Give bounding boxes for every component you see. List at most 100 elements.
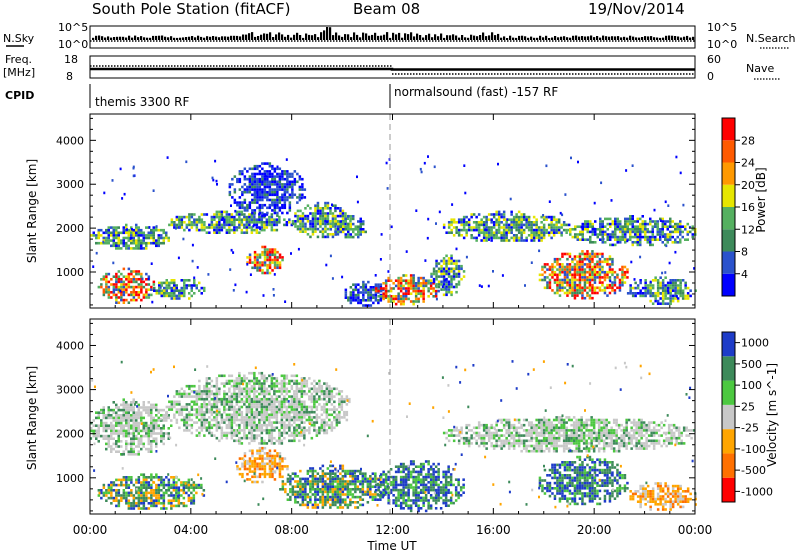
echo-cell (583, 276, 587, 279)
echo-cell (245, 290, 248, 294)
echo-cell (251, 462, 254, 466)
echo-cell (210, 403, 214, 406)
echo-cell (157, 228, 160, 232)
echo-cell (568, 252, 572, 256)
echo-cell (624, 233, 627, 236)
echo-cell (576, 283, 579, 287)
echo-cell (470, 236, 473, 240)
echo-cell (178, 413, 181, 417)
echo-cell (571, 260, 574, 264)
echo-cell (246, 209, 249, 212)
echo-cell (583, 270, 587, 274)
nsky-bar (284, 36, 287, 40)
echo-cell (273, 190, 277, 194)
echo-cell (102, 414, 105, 417)
echo-cell (624, 238, 627, 241)
echo-cell (316, 227, 320, 231)
echo-cell (119, 289, 122, 293)
echo-cell (115, 234, 118, 237)
nsky-bar (257, 36, 260, 40)
echo-cell (261, 193, 264, 197)
echo-cell (477, 213, 481, 216)
freq-label: Freq. (5, 53, 32, 66)
echo-cell (562, 223, 566, 227)
echo-cell (275, 223, 279, 227)
echo-cell (621, 270, 624, 274)
echo-cell (596, 273, 599, 277)
echo-cell (205, 379, 209, 383)
echo-cell (137, 239, 140, 242)
echo-cell (666, 297, 670, 300)
echo-cell (495, 236, 498, 240)
echo-cell (530, 236, 533, 240)
echo-cell (102, 486, 106, 489)
echo-cell (556, 286, 559, 290)
nsky-bar (509, 35, 512, 40)
nsky-bar (113, 37, 116, 40)
echo-cell (295, 374, 299, 378)
echo-cell (263, 253, 267, 257)
echo-cell (158, 292, 161, 295)
echo-cell (300, 405, 304, 409)
echo-cell (321, 212, 325, 215)
echo-cell (147, 427, 150, 430)
echo-cell (210, 405, 214, 409)
echo-cell (547, 226, 551, 229)
echo-cell (530, 231, 533, 234)
echo-cell (566, 270, 569, 274)
echo-cell (271, 164, 274, 168)
echo-cell (231, 177, 234, 181)
echo-cell (484, 228, 487, 232)
echo-cell (442, 223, 446, 227)
echo-cell (268, 423, 271, 427)
echo-cell (235, 408, 239, 411)
echo-cell (261, 462, 264, 466)
echo-cell (250, 413, 254, 417)
nsky-bar (593, 37, 596, 40)
echo-cell (609, 243, 612, 247)
echo-cell (253, 250, 257, 254)
echo-cell (338, 410, 341, 414)
echo-cell (248, 175, 252, 178)
echo-cell (485, 223, 488, 227)
echo-cell (115, 419, 118, 422)
echo-cell (480, 221, 483, 224)
echo-cell (275, 218, 279, 221)
echo-cell (301, 188, 304, 191)
echo-cell (115, 236, 118, 240)
echo-cell (270, 434, 274, 437)
echo-cell (310, 382, 314, 385)
echo-cell (671, 294, 675, 298)
echo-cell (256, 269, 259, 272)
echo-cell (140, 434, 143, 438)
echo-cell (258, 371, 261, 375)
echo-cell (434, 292, 438, 295)
echo-cell (275, 413, 279, 417)
echo-cell (130, 228, 133, 231)
echo-cell (105, 437, 108, 440)
echo-cell (225, 431, 229, 435)
echo-cell (230, 429, 234, 432)
echo-cell (399, 289, 403, 293)
echo-cell (250, 429, 254, 432)
echo-cell (278, 431, 281, 435)
echo-cell (132, 270, 136, 273)
echo-cell (465, 215, 468, 219)
echo-cell (90, 427, 93, 430)
echo-cell (278, 408, 281, 411)
echo-cell (278, 405, 281, 409)
echo-cell (102, 427, 105, 430)
echo-cell (532, 236, 536, 240)
echo-cell (333, 387, 336, 391)
nsky-bar (335, 32, 338, 40)
echo-cell (225, 400, 229, 404)
echo-cell (135, 231, 138, 235)
echo-cell (258, 218, 261, 221)
echo-cell (299, 227, 302, 231)
echo-cell (263, 405, 266, 409)
echo-cell (520, 215, 523, 219)
echo-cell (402, 279, 405, 282)
echo-cell (326, 220, 329, 224)
echo-cell (293, 429, 296, 432)
echo-cell (314, 214, 317, 218)
